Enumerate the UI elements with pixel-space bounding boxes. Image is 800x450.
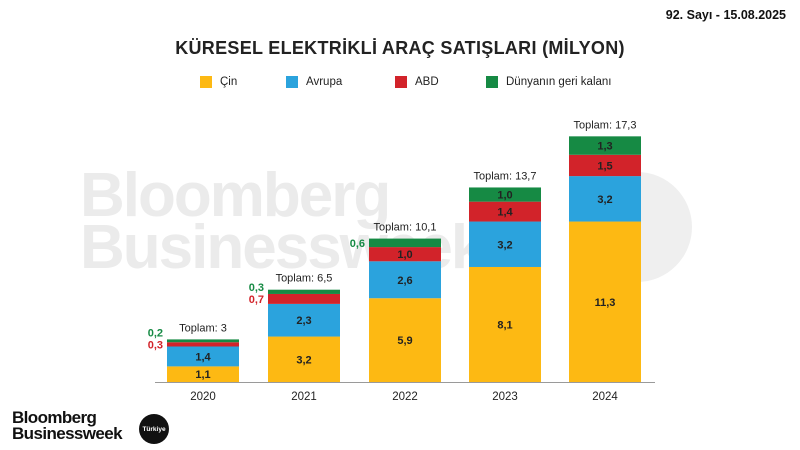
data-label-2024-series-2: 1,5 [597, 160, 612, 172]
footer-logo-line1: Bloomberg [12, 408, 97, 427]
data-label-2022-series-1: 2,6 [397, 275, 412, 287]
data-label-2024-series-0: 11,3 [595, 297, 616, 309]
data-label-2021-series-0: 3,2 [296, 354, 311, 366]
bar-2023-series-1 [469, 221, 541, 267]
data-label-2020-series-3: 0,2 [148, 327, 163, 339]
footer-logo: Bloomberg Businessweek [12, 408, 123, 443]
data-label-2021-series-1: 2,3 [296, 315, 311, 327]
bar-2023-series-2 [469, 201, 541, 222]
bar-2023-series-0 [469, 266, 541, 382]
bar-2021-series-1 [268, 303, 340, 337]
legend-item-china: Çin [200, 76, 237, 88]
bar-2021-series-3 [268, 289, 340, 294]
issue-date: 92. Sayı - 15.08.2025 [665, 8, 786, 22]
legend-label-usa: ABD [415, 76, 439, 88]
data-label-2020-series-1: 1,4 [195, 351, 211, 363]
total-label-2024: Toplam: 17,3 [574, 119, 637, 131]
legend-label-rest: Dünyanın geri kalanı [506, 76, 612, 88]
watermark-line1: Bloomberg [80, 161, 391, 230]
footer-badge: Türkiye [139, 414, 169, 444]
bar-2023-series-3 [469, 187, 541, 202]
data-label-2021-series-2: 0,7 [249, 294, 264, 306]
total-label-2022: Toplam: 10,1 [374, 222, 437, 234]
bar-2022-series-1 [369, 261, 441, 299]
data-label-2022-series-2: 1,0 [397, 249, 412, 261]
bar-2020-series-1 [167, 346, 239, 367]
bar-2020-series-3 [167, 339, 239, 343]
x-tick-label-2024: 2024 [592, 391, 618, 403]
legend-item-europe: Avrupa [286, 76, 342, 88]
legend-item-usa: ABD [395, 76, 439, 88]
bar-2020-series-0 [167, 366, 239, 382]
legend-label-europe: Avrupa [306, 76, 343, 88]
data-label-2022-series-3: 0,6 [350, 238, 365, 250]
data-label-2020-series-0: 1,1 [195, 369, 210, 381]
total-label-2023: Toplam: 13,7 [474, 170, 537, 182]
watermark-logo: Bloomberg Businessweek [80, 161, 485, 279]
bar-2024-series-1 [569, 176, 641, 222]
x-tick-label-2022: 2022 [392, 391, 418, 403]
data-label-2023-series-2: 1,4 [497, 207, 513, 219]
bar-2024-series-0 [569, 221, 641, 382]
bar-2024-series-3 [569, 136, 641, 155]
footer-logo-line2: Businessweek [12, 424, 123, 443]
data-label-2021-series-3: 0,3 [249, 282, 264, 294]
legend-swatch-usa [395, 76, 407, 88]
data-label-2024-series-3: 1,3 [597, 141, 612, 153]
data-label-2020-series-2: 0,3 [148, 339, 163, 351]
data-label-2023-series-0: 8,1 [497, 319, 512, 331]
bar-2021-series-0 [268, 336, 340, 382]
data-label-2023-series-1: 3,2 [497, 239, 512, 251]
legend-label-china: Çin [220, 76, 238, 88]
bar-2020-series-2 [167, 342, 239, 347]
legend-swatch-rest [486, 76, 498, 88]
legend: Çin Avrupa ABD Dünyanın geri kalanı [0, 76, 800, 96]
bar-2022-series-0 [369, 298, 441, 382]
total-label-2020: Toplam: 3 [179, 322, 227, 334]
legend-item-rest: Dünyanın geri kalanı [486, 76, 611, 88]
bar-2022-series-2 [369, 247, 441, 262]
total-label-2021: Toplam: 6,5 [276, 273, 333, 285]
x-tick-label-2021: 2021 [291, 391, 317, 403]
x-tick-label-2020: 2020 [190, 391, 216, 403]
bar-2022-series-3 [369, 238, 441, 248]
data-label-2024-series-1: 3,2 [597, 194, 612, 206]
legend-swatch-europe [286, 76, 298, 88]
bar-2024-series-2 [569, 154, 641, 177]
data-label-2023-series-3: 1,0 [497, 190, 512, 202]
x-tick-label-2023: 2023 [492, 391, 518, 403]
bar-2021-series-2 [268, 293, 340, 304]
legend-swatch-china [200, 76, 212, 88]
chart-title: KÜRESEL ELEKTRİKLİ ARAÇ SATIŞLARI (MİLYO… [175, 38, 625, 58]
data-label-2022-series-0: 5,9 [397, 335, 412, 347]
